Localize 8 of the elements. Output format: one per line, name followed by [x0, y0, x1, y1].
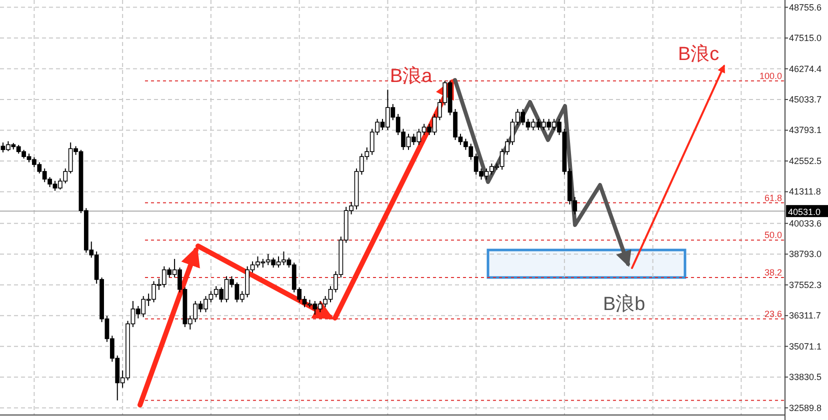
annotation: 61.8: [764, 192, 782, 203]
annotation: B浪c: [678, 44, 720, 65]
annotation: 38.2: [764, 268, 782, 278]
annotation: B浪a: [390, 66, 432, 87]
annotation: 100.0: [759, 70, 782, 81]
annotation: B浪b: [603, 294, 646, 315]
annotation: 23.6: [764, 308, 782, 319]
annotation: 50.0: [764, 230, 782, 240]
